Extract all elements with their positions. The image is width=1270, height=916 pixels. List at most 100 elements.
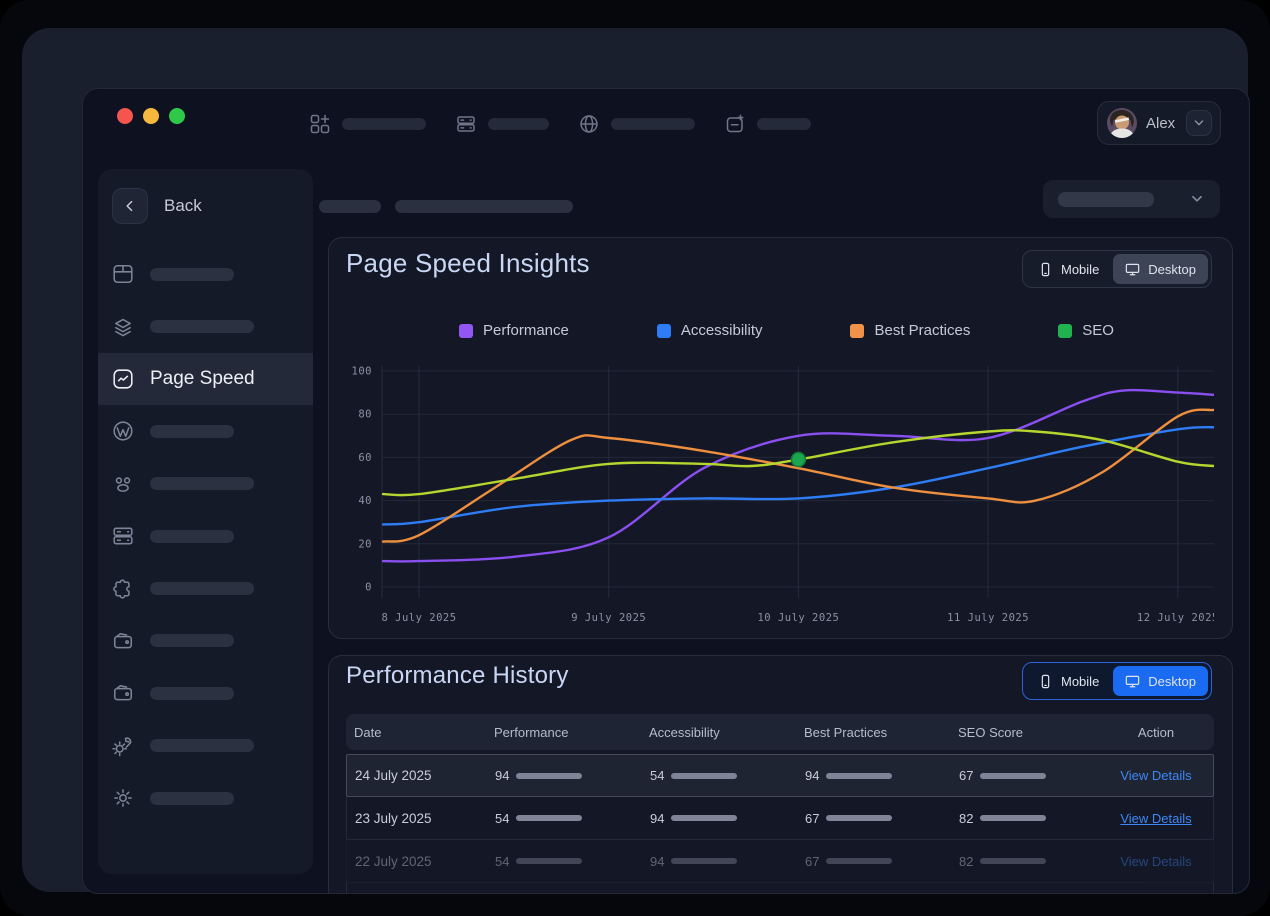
svg-text:100: 100 — [352, 366, 372, 378]
table-row: 22 July 2025 54 94 67 82 View Details — [346, 840, 1214, 883]
chevron-left-icon — [122, 198, 138, 214]
legend-label: SEO — [1082, 322, 1114, 339]
maximize-window-button[interactable] — [169, 108, 185, 124]
metric-value: 67 — [805, 853, 820, 869]
sidebar-label-skeleton — [150, 477, 254, 491]
back-button[interactable] — [112, 188, 148, 224]
column-header-seo-score: SEO Score — [958, 724, 1024, 740]
sidebar-label-skeleton — [150, 791, 234, 805]
svg-text:10 July 2025: 10 July 2025 — [757, 612, 839, 624]
table-row: 24 July 2025 94 54 94 67 View Details — [346, 754, 1214, 797]
window-controls — [117, 108, 185, 124]
chart-marker-dot[interactable] — [790, 451, 807, 468]
svg-text:60: 60 — [358, 452, 372, 464]
metric-bar — [671, 772, 738, 779]
sidebar-item[interactable] — [98, 667, 313, 719]
sidebar-menu: Page Speed — [98, 248, 313, 824]
puzzle-icon — [113, 578, 130, 599]
sidebar-item[interactable] — [98, 405, 313, 457]
nav-item[interactable] — [456, 114, 549, 134]
sidebar-item[interactable] — [98, 615, 313, 667]
nav-label-skeleton — [611, 118, 695, 130]
metric-value: 94 — [650, 810, 665, 826]
cell-metric: 94 — [650, 854, 805, 869]
metric-bar — [826, 815, 893, 821]
sidebar-item[interactable] — [98, 300, 313, 352]
svg-text:12 July 2025: 12 July 2025 — [1137, 612, 1214, 624]
period-select[interactable] — [1043, 180, 1220, 218]
sidebar-item[interactable] — [98, 510, 313, 562]
chevron-down-icon — [1188, 190, 1206, 208]
svg-text:9 July 2025: 9 July 2025 — [571, 612, 646, 624]
legend-item-accessibility[interactable]: Accessibility — [656, 322, 763, 339]
metric-bar — [516, 815, 583, 821]
metric-value: 94 — [650, 853, 665, 869]
column-header-performance: Performance — [494, 724, 569, 740]
back-label: Back — [164, 196, 202, 215]
metric-value: 54 — [495, 810, 510, 826]
metric-value: 94 — [805, 768, 820, 783]
column-header-best-practices: Best Practices — [804, 724, 888, 740]
sidebar-item[interactable] — [98, 720, 313, 772]
sidebar-label-skeleton — [150, 267, 234, 281]
table-body: 24 July 2025 94 54 94 67 View Details 23 July … — [346, 754, 1214, 893]
column-header-accessibility: Accessibility — [649, 724, 720, 740]
svg-text:0: 0 — [365, 582, 372, 594]
sidebar-item[interactable] — [98, 772, 313, 824]
metric-value: 54 — [650, 768, 665, 783]
device-toggle: Mobile Desktop — [1022, 250, 1212, 288]
cell-metric: 54 — [650, 768, 805, 783]
history-title: Performance History — [346, 662, 569, 689]
view-details-link[interactable]: View Details — [1120, 768, 1192, 783]
nav-item[interactable] — [725, 114, 811, 134]
note-add-icon — [726, 114, 744, 133]
sidebar-item[interactable] — [98, 458, 313, 510]
wallet-icon — [113, 632, 133, 649]
toggle-option-desktop[interactable]: Desktop — [1113, 666, 1208, 696]
wordpress-icon — [113, 421, 133, 441]
legend-swatch — [850, 323, 865, 338]
select-value-skeleton — [1058, 191, 1154, 207]
sidebar-label-skeleton — [150, 739, 254, 753]
legend-label: Accessibility — [680, 322, 763, 339]
page-speed-chart[interactable]: 0 20 40 60 80 100 8 July 2025 9 July 2025 10 Jul… — [346, 360, 1219, 639]
users-icon — [115, 477, 131, 492]
legend-item-best-practices[interactable]: Best Practices — [850, 322, 970, 339]
cell-metric: 82 — [959, 854, 1099, 869]
minimize-window-button[interactable] — [143, 108, 159, 124]
view-details-link[interactable]: View Details — [1120, 810, 1192, 826]
toggle-option-mobile[interactable]: Mobile — [1026, 666, 1111, 696]
close-window-button[interactable] — [117, 108, 133, 124]
cell-metric: 94 — [650, 811, 805, 826]
metric-value: 67 — [959, 768, 974, 783]
toggle-label: Mobile — [1061, 673, 1100, 689]
toggle-option-desktop[interactable]: Desktop — [1113, 254, 1208, 284]
toggle-label: Desktop — [1148, 673, 1196, 689]
activity-icon — [113, 369, 133, 389]
globe-icon — [580, 115, 598, 133]
legend-item-seo[interactable]: SEO — [1058, 322, 1114, 339]
metric-bar — [826, 858, 893, 864]
toggle-label: Mobile — [1061, 261, 1100, 277]
chevron-left-icon — [126, 200, 133, 212]
legend-item-performance[interactable]: Performance — [459, 322, 569, 339]
chevron-down-icon — [1194, 120, 1204, 126]
metric-value: 82 — [959, 810, 974, 826]
nav-item[interactable] — [310, 114, 426, 134]
sidebar-item[interactable] — [98, 248, 313, 300]
grid-add-icon — [310, 114, 330, 134]
svg-text:40: 40 — [358, 495, 372, 507]
sidebar-label-skeleton — [150, 529, 234, 543]
sidebar-item-label: Page Speed — [150, 367, 255, 389]
user-menu[interactable]: Alex — [1097, 101, 1221, 145]
server-icon — [457, 116, 475, 132]
sidebar-item-page-speed[interactable]: Page Speed — [98, 352, 313, 406]
app-window: Alex Back Page Speed — [82, 88, 1250, 894]
metric-bar — [516, 858, 583, 864]
user-menu-chevron-button[interactable] — [1186, 110, 1212, 136]
sidebar-item[interactable] — [98, 562, 313, 614]
view-details-link[interactable]: View Details — [1120, 853, 1192, 869]
nav-item[interactable] — [579, 114, 695, 134]
toggle-option-mobile[interactable]: Mobile — [1026, 254, 1111, 284]
settings-icon — [114, 789, 132, 808]
